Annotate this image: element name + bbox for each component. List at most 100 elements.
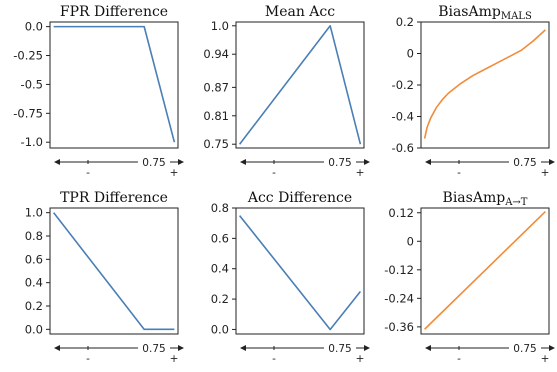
x-arrow-left-head — [240, 345, 246, 351]
x-label-minus: - — [86, 167, 90, 179]
x-label-plus: + — [170, 167, 179, 179]
x-label-plus: + — [541, 353, 550, 365]
chart-panel-5: Acc Difference 0.8 0.6 0.4 0.2 0.0 - 0.75 + — [186, 186, 372, 372]
plot-frame — [49, 207, 179, 335]
chart-title: Acc Difference — [247, 190, 352, 206]
x-label-plus: + — [356, 353, 365, 365]
x-label-minus: - — [272, 353, 276, 365]
x-label-mid-bg — [138, 155, 170, 168]
y-tick-label: 1.0 — [25, 206, 43, 220]
x-arrow-right-head — [364, 159, 370, 165]
plot-frame — [235, 207, 365, 335]
chart-panel-1: FPR Difference 0.0 -0.25 -0.5 -0.75 -1.0-0.75… — [0, 0, 186, 186]
chart-svg: FPR Difference0.0-0.25-0.5-0.75-1.0-0.75… — [13, 4, 184, 179]
chart-svg: BiasAmpA→T 0.12 0 -0.12 -0.24 -0.36 - 0.75 + — [384, 190, 555, 365]
y-tick-label: 0.4 — [211, 262, 229, 276]
y-tick-label: -0.12 — [384, 263, 414, 277]
x-arrow-right-head — [549, 345, 555, 351]
chart-title: FPR Difference — [60, 4, 168, 20]
y-tick-label: 0.94 — [203, 47, 229, 61]
x-label-mid-bg — [324, 341, 356, 354]
x-label-minus: - — [457, 353, 461, 365]
chart-title: TPR Difference — [60, 190, 168, 206]
x-label-mid-bg — [324, 155, 356, 168]
x-arrow-right-head — [549, 159, 555, 165]
x-label-mid: 0.75 — [142, 343, 165, 355]
x-label-mid-bg — [509, 155, 541, 168]
series-line — [424, 210, 546, 330]
x-label-mid-bg — [509, 341, 541, 354]
y-tick-label: 0.2 — [25, 299, 43, 313]
chart-title: BiasAmpA→T — [443, 190, 528, 208]
y-tick-label: 0.4 — [25, 276, 43, 290]
y-tick-label: 1.0 — [211, 19, 229, 33]
y-tick-label: 0.0 — [211, 322, 229, 336]
x-arrow-right-head — [364, 345, 370, 351]
y-tick-label: 0.8 — [211, 201, 229, 215]
y-tick-label: 0.12 — [388, 206, 414, 220]
chart-title-main: TPR Difference — [60, 190, 168, 206]
x-arrow-right-head — [178, 345, 184, 351]
x-arrow-left-head — [425, 159, 431, 165]
x-arrow-right-head — [178, 159, 184, 165]
x-label-plus: + — [541, 167, 550, 179]
chart-svg: Mean Acc 1.0 0.94 0.87 0.81 0.75 - 0.75 + — [203, 4, 370, 179]
y-tick-label: -0.5 — [21, 77, 43, 91]
plot-frame — [420, 207, 550, 335]
y-tick-label: 0.8 — [25, 229, 43, 243]
y-tick-label: 0.6 — [25, 252, 43, 266]
y-tick-label: 0 — [407, 234, 414, 248]
chart-panel-2: Mean Acc 1.0 0.94 0.87 0.81 0.75 - 0.75 + — [186, 0, 372, 186]
plot-frame — [420, 21, 550, 149]
chart-title: BiasAmpMALS — [438, 4, 532, 22]
x-label-plus: + — [170, 353, 179, 365]
chart-svg: Acc Difference 0.8 0.6 0.4 0.2 0.0 - 0.75 + — [211, 190, 370, 365]
y-tick-label: -0.36 — [384, 320, 414, 334]
y-tick-label: -0.24 — [384, 291, 414, 305]
chart-svg: BiasAmpMALS 0.2 0 -0.2 -0.4 -0.6 - 0.75 + — [392, 4, 555, 179]
series-line — [238, 215, 362, 331]
chart-title-main: Acc Difference — [247, 190, 352, 206]
chart-title: Mean Acc — [265, 4, 335, 20]
x-arrow-left-head — [54, 345, 60, 351]
series-line — [238, 24, 362, 145]
plot-frame — [49, 21, 179, 149]
chart-title-main: Mean Acc — [265, 4, 335, 20]
x-arrow-left-head — [54, 159, 60, 165]
y-tick-label: 0 — [407, 47, 414, 61]
x-label-mid: 0.75 — [142, 157, 165, 169]
chart-title-main: FPR Difference — [60, 4, 168, 20]
x-label-minus: - — [272, 167, 276, 179]
x-arrow-left-head — [240, 159, 246, 165]
y-tick-label: -0.25 — [13, 49, 43, 63]
chart-panel-6: BiasAmpA→T 0.12 0 -0.12 -0.24 -0.36 - 0.75 + — [371, 186, 557, 372]
x-label-minus: - — [86, 353, 90, 365]
chart-panel-4: TPR Difference 1.0 0.8 0.6 0.4 0.2 0.0 - 0.75 + — [0, 186, 186, 372]
y-tick-label: 0.75 — [203, 137, 229, 151]
chart-title-main: BiasAmp — [443, 190, 506, 206]
y-tick-label: 0.0 — [25, 322, 43, 336]
y-tick-label: 0.2 — [211, 292, 229, 306]
y-tick-label: 0.6 — [211, 231, 229, 245]
series-line — [52, 212, 175, 331]
x-label-minus: - — [457, 167, 461, 179]
series-line — [53, 25, 176, 143]
series-line — [423, 29, 546, 139]
x-label-mid: 0.75 — [513, 157, 536, 169]
y-tick-label: 0.87 — [203, 80, 229, 94]
chart-title-subscript: A→T — [504, 197, 528, 208]
x-label-mid-bg — [138, 341, 170, 354]
y-tick-label: 0.0 — [25, 20, 43, 34]
x-label-mid: 0.75 — [328, 157, 351, 169]
y-tick-label: -0.6 — [392, 141, 414, 155]
y-tick-label: 0.2 — [396, 15, 414, 29]
chart-svg: TPR Difference 1.0 0.8 0.6 0.4 0.2 0.0 - 0.75 + — [25, 190, 184, 365]
x-label-mid: 0.75 — [328, 343, 351, 355]
x-arrow-left-head — [425, 345, 431, 351]
y-tick-label: -1.0 — [21, 135, 43, 149]
y-tick-label: -0.2 — [392, 78, 414, 92]
y-tick-label: 0.81 — [203, 109, 229, 123]
y-tick-label: -0.4 — [392, 110, 414, 124]
x-label-mid: 0.75 — [513, 343, 536, 355]
